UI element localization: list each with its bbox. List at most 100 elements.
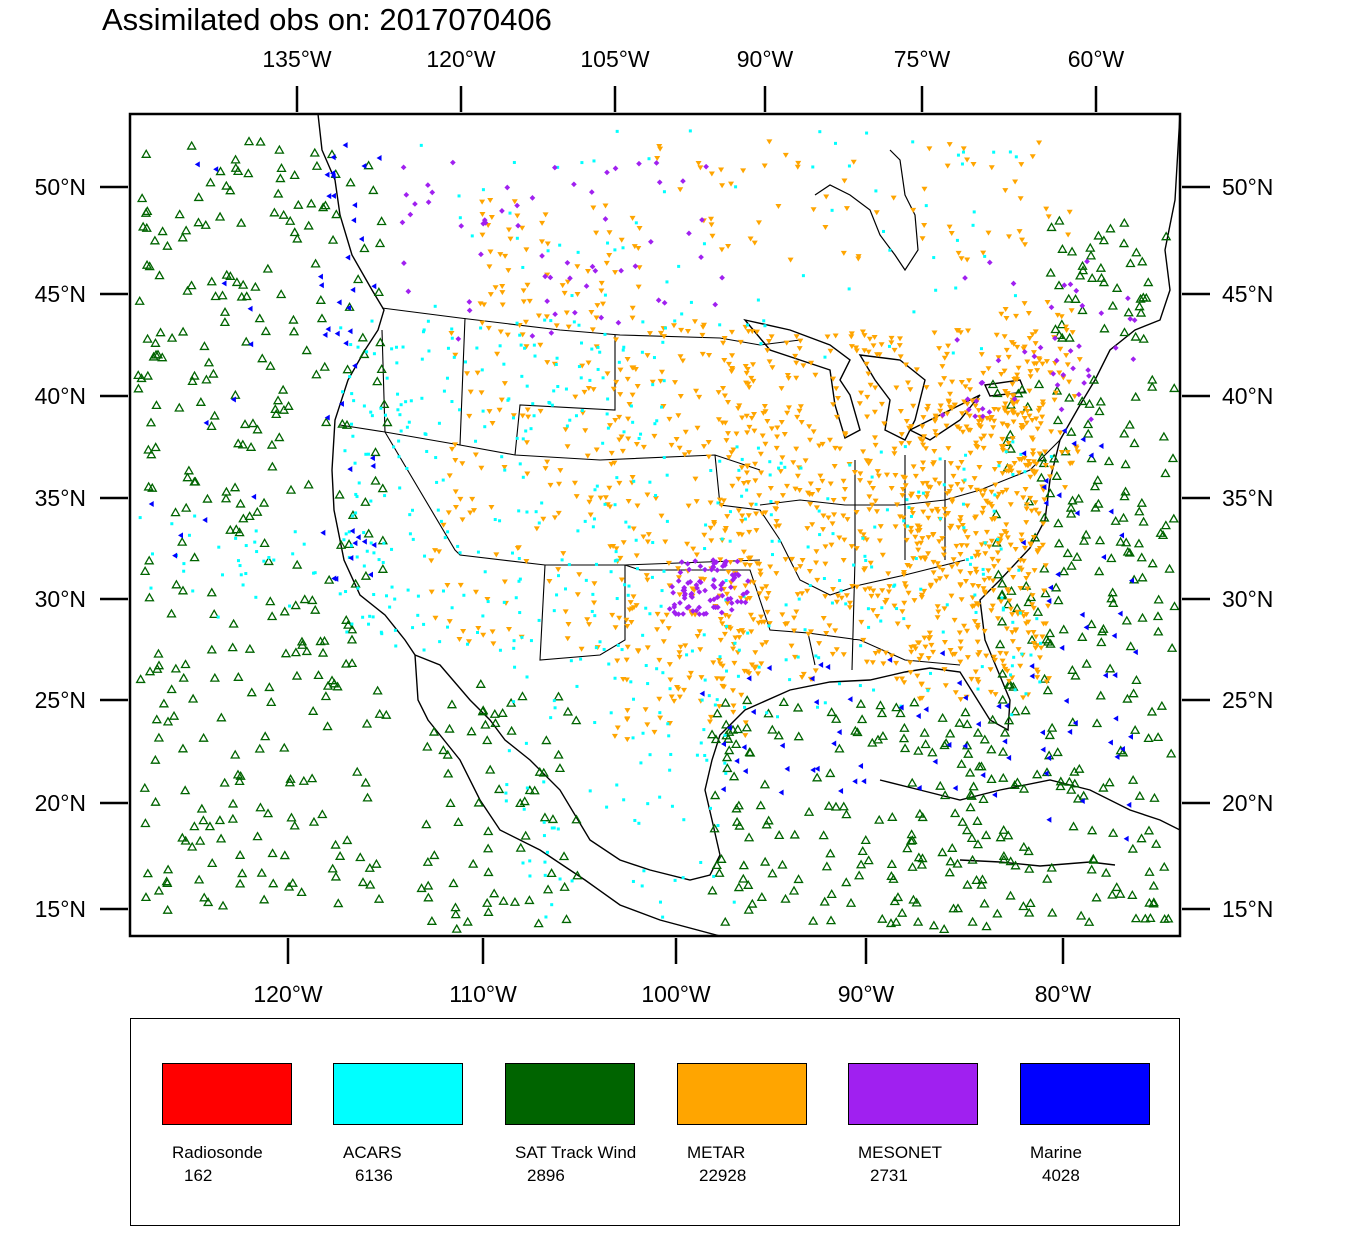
metar-marker [1000, 443, 1007, 449]
sat-track-wind-marker [274, 144, 285, 154]
metar-marker [958, 380, 965, 386]
acars-marker [616, 643, 620, 647]
marine-marker [334, 330, 340, 337]
metar-marker [643, 573, 650, 579]
sat-track-wind-marker [919, 727, 930, 737]
metar-marker [933, 433, 940, 439]
marine-marker [778, 789, 784, 796]
acars-marker [644, 606, 648, 610]
acars-marker [580, 409, 584, 413]
metar-marker [738, 532, 745, 538]
sat-track-wind-marker [517, 691, 528, 701]
metar-marker [790, 460, 797, 466]
metar-marker [979, 510, 986, 516]
acars-marker [637, 436, 641, 440]
sat-track-wind-marker [1024, 863, 1035, 873]
acars-marker [370, 319, 374, 323]
acars-marker [529, 427, 533, 431]
metar-marker [800, 363, 807, 369]
sat-track-wind-marker [208, 368, 219, 378]
metar-marker [898, 441, 905, 447]
metar-marker [878, 401, 885, 407]
mesonet-marker [745, 578, 751, 584]
metar-marker [995, 558, 1002, 564]
sat-track-wind-marker [1068, 821, 1079, 831]
sat-track-wind-marker [803, 806, 815, 816]
metar-marker [586, 499, 593, 505]
marine-marker [916, 785, 922, 792]
acars-marker [476, 630, 480, 634]
metar-marker [656, 696, 663, 702]
sat-track-wind-marker [1130, 913, 1142, 923]
marine-marker [350, 286, 356, 293]
acars-marker [558, 243, 562, 247]
marine-marker [1119, 532, 1125, 539]
sat-track-wind-marker [825, 768, 836, 778]
metar-marker [563, 310, 570, 316]
metar-marker [562, 427, 569, 433]
metar-marker [668, 694, 675, 700]
sat-track-wind-marker [834, 743, 845, 753]
metar-marker [718, 502, 725, 508]
metar-marker [806, 569, 813, 575]
mesonet-marker [712, 604, 719, 611]
metar-marker [745, 480, 752, 486]
sat-track-wind-marker [1136, 497, 1147, 507]
metar-marker [675, 566, 682, 572]
sat-track-wind-marker [1119, 491, 1130, 501]
sat-track-wind-marker [1023, 597, 1034, 607]
sat-track-wind-marker [1053, 280, 1065, 290]
metar-marker [564, 444, 571, 450]
marine-marker [203, 419, 209, 426]
marine-marker [1079, 611, 1085, 618]
marine-marker [766, 664, 772, 671]
metar-marker [925, 502, 932, 508]
mesonet-marker [1050, 370, 1057, 377]
metar-marker [927, 485, 934, 491]
acars-marker [512, 646, 516, 650]
acars-marker [466, 642, 470, 646]
sat-track-wind-marker [1160, 468, 1171, 478]
mesonet-marker [604, 169, 610, 176]
metar-marker [581, 389, 588, 395]
metar-marker [888, 486, 895, 492]
sat-track-wind-marker [1024, 496, 1035, 506]
marine-marker [1080, 436, 1086, 443]
metar-marker [573, 494, 580, 500]
sat-track-wind-marker [250, 281, 261, 291]
marine-marker [369, 455, 375, 462]
acars-marker [992, 509, 996, 513]
acars-marker [725, 669, 729, 673]
sat-track-wind-marker [193, 192, 204, 202]
acars-marker [640, 350, 644, 354]
metar-marker [505, 626, 512, 632]
metar-marker [975, 408, 982, 414]
sat-track-wind-marker [738, 873, 749, 883]
acars-marker [351, 514, 355, 518]
marine-marker [338, 400, 344, 407]
sat-track-wind-marker [140, 207, 152, 217]
acars-marker [641, 320, 645, 324]
acars-marker [720, 537, 724, 541]
sat-track-wind-marker [444, 723, 455, 733]
metar-marker [953, 543, 960, 549]
acars-marker [914, 557, 918, 561]
sat-track-wind-marker [145, 417, 157, 427]
sat-track-wind-marker [178, 672, 189, 682]
metar-marker [735, 629, 742, 635]
sat-track-wind-marker [310, 258, 321, 268]
acars-marker [607, 662, 611, 666]
sat-track-wind-marker [1010, 706, 1021, 716]
metar-marker [1029, 602, 1036, 608]
acars-marker [577, 365, 581, 369]
metar-marker [985, 568, 992, 574]
sat-track-wind-marker [1046, 862, 1057, 872]
sat-track-wind-marker [907, 861, 918, 871]
acars-marker [524, 741, 528, 745]
metar-marker [935, 609, 942, 615]
metar-marker [819, 478, 826, 484]
metar-marker [930, 649, 937, 655]
metar-marker [893, 660, 900, 666]
acars-marker [377, 558, 381, 562]
acars-marker [515, 436, 519, 440]
